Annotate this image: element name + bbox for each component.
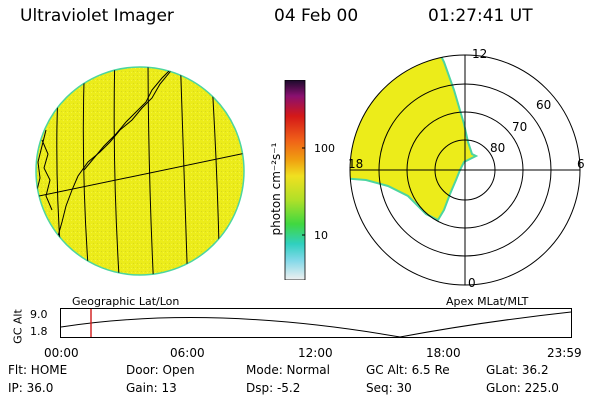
altitude-ylabel: GC Alt xyxy=(11,309,25,344)
observation-time: 01:27:41 UT xyxy=(428,6,533,26)
time-tick-0000: 00:00 xyxy=(44,346,79,360)
time-tick-2359: 23:59 xyxy=(547,346,582,360)
geographic-image xyxy=(35,66,245,276)
status-ip: IP: 36.0 xyxy=(8,381,54,395)
status-glon: GLon: 225.0 xyxy=(486,381,559,395)
polar-plot xyxy=(349,54,581,286)
status-door: Door: Open xyxy=(126,363,195,377)
colorbar-tick-100: 100 xyxy=(314,142,335,155)
status-glat: GLat: 36.2 xyxy=(486,363,549,377)
earth-disk xyxy=(35,66,245,276)
polar-grid xyxy=(349,54,581,286)
altitude-plot-frame xyxy=(60,308,572,338)
status-gc-alt: GC Alt: 6.5 Re xyxy=(366,363,450,377)
mlt-label-18: 18 xyxy=(348,157,364,171)
time-tick-1200: 12:00 xyxy=(298,346,333,360)
mlt-label-12: 12 xyxy=(472,47,488,61)
altitude-plot xyxy=(60,308,572,338)
geographic-caption: Geographic Lat/Lon xyxy=(72,295,180,308)
mlt-label-6: 6 xyxy=(577,157,585,171)
lat-label-80: 80 xyxy=(490,141,506,155)
altitude-ytick-min: 1.8 xyxy=(30,325,48,338)
status-mode: Mode: Normal xyxy=(246,363,330,377)
color-scale-bar xyxy=(284,80,306,280)
time-tick-0600: 06:00 xyxy=(170,346,205,360)
status-flight: Flt: HOME xyxy=(8,363,68,377)
colorbar-tick-10: 10 xyxy=(314,229,328,242)
altitude-curve xyxy=(60,311,572,338)
status-gain: Gain: 13 xyxy=(126,381,177,395)
auroral-image-region xyxy=(350,55,479,222)
time-tick-1800: 18:00 xyxy=(426,346,461,360)
status-seq: Seq: 30 xyxy=(366,381,412,395)
lat-label-60: 60 xyxy=(536,98,552,112)
observation-date: 04 Feb 00 xyxy=(274,6,359,26)
colorbar-unit-label: photon cm⁻²s⁻¹ xyxy=(269,142,283,236)
instrument-title: Ultraviolet Imager xyxy=(20,6,174,26)
mlt-label-0: 0 xyxy=(468,276,476,290)
lat-label-70: 70 xyxy=(512,120,528,134)
apex-caption: Apex MLat/MLT xyxy=(446,295,529,308)
status-dsp: Dsp: -5.2 xyxy=(246,381,301,395)
altitude-ytick-max: 9.0 xyxy=(30,308,48,321)
